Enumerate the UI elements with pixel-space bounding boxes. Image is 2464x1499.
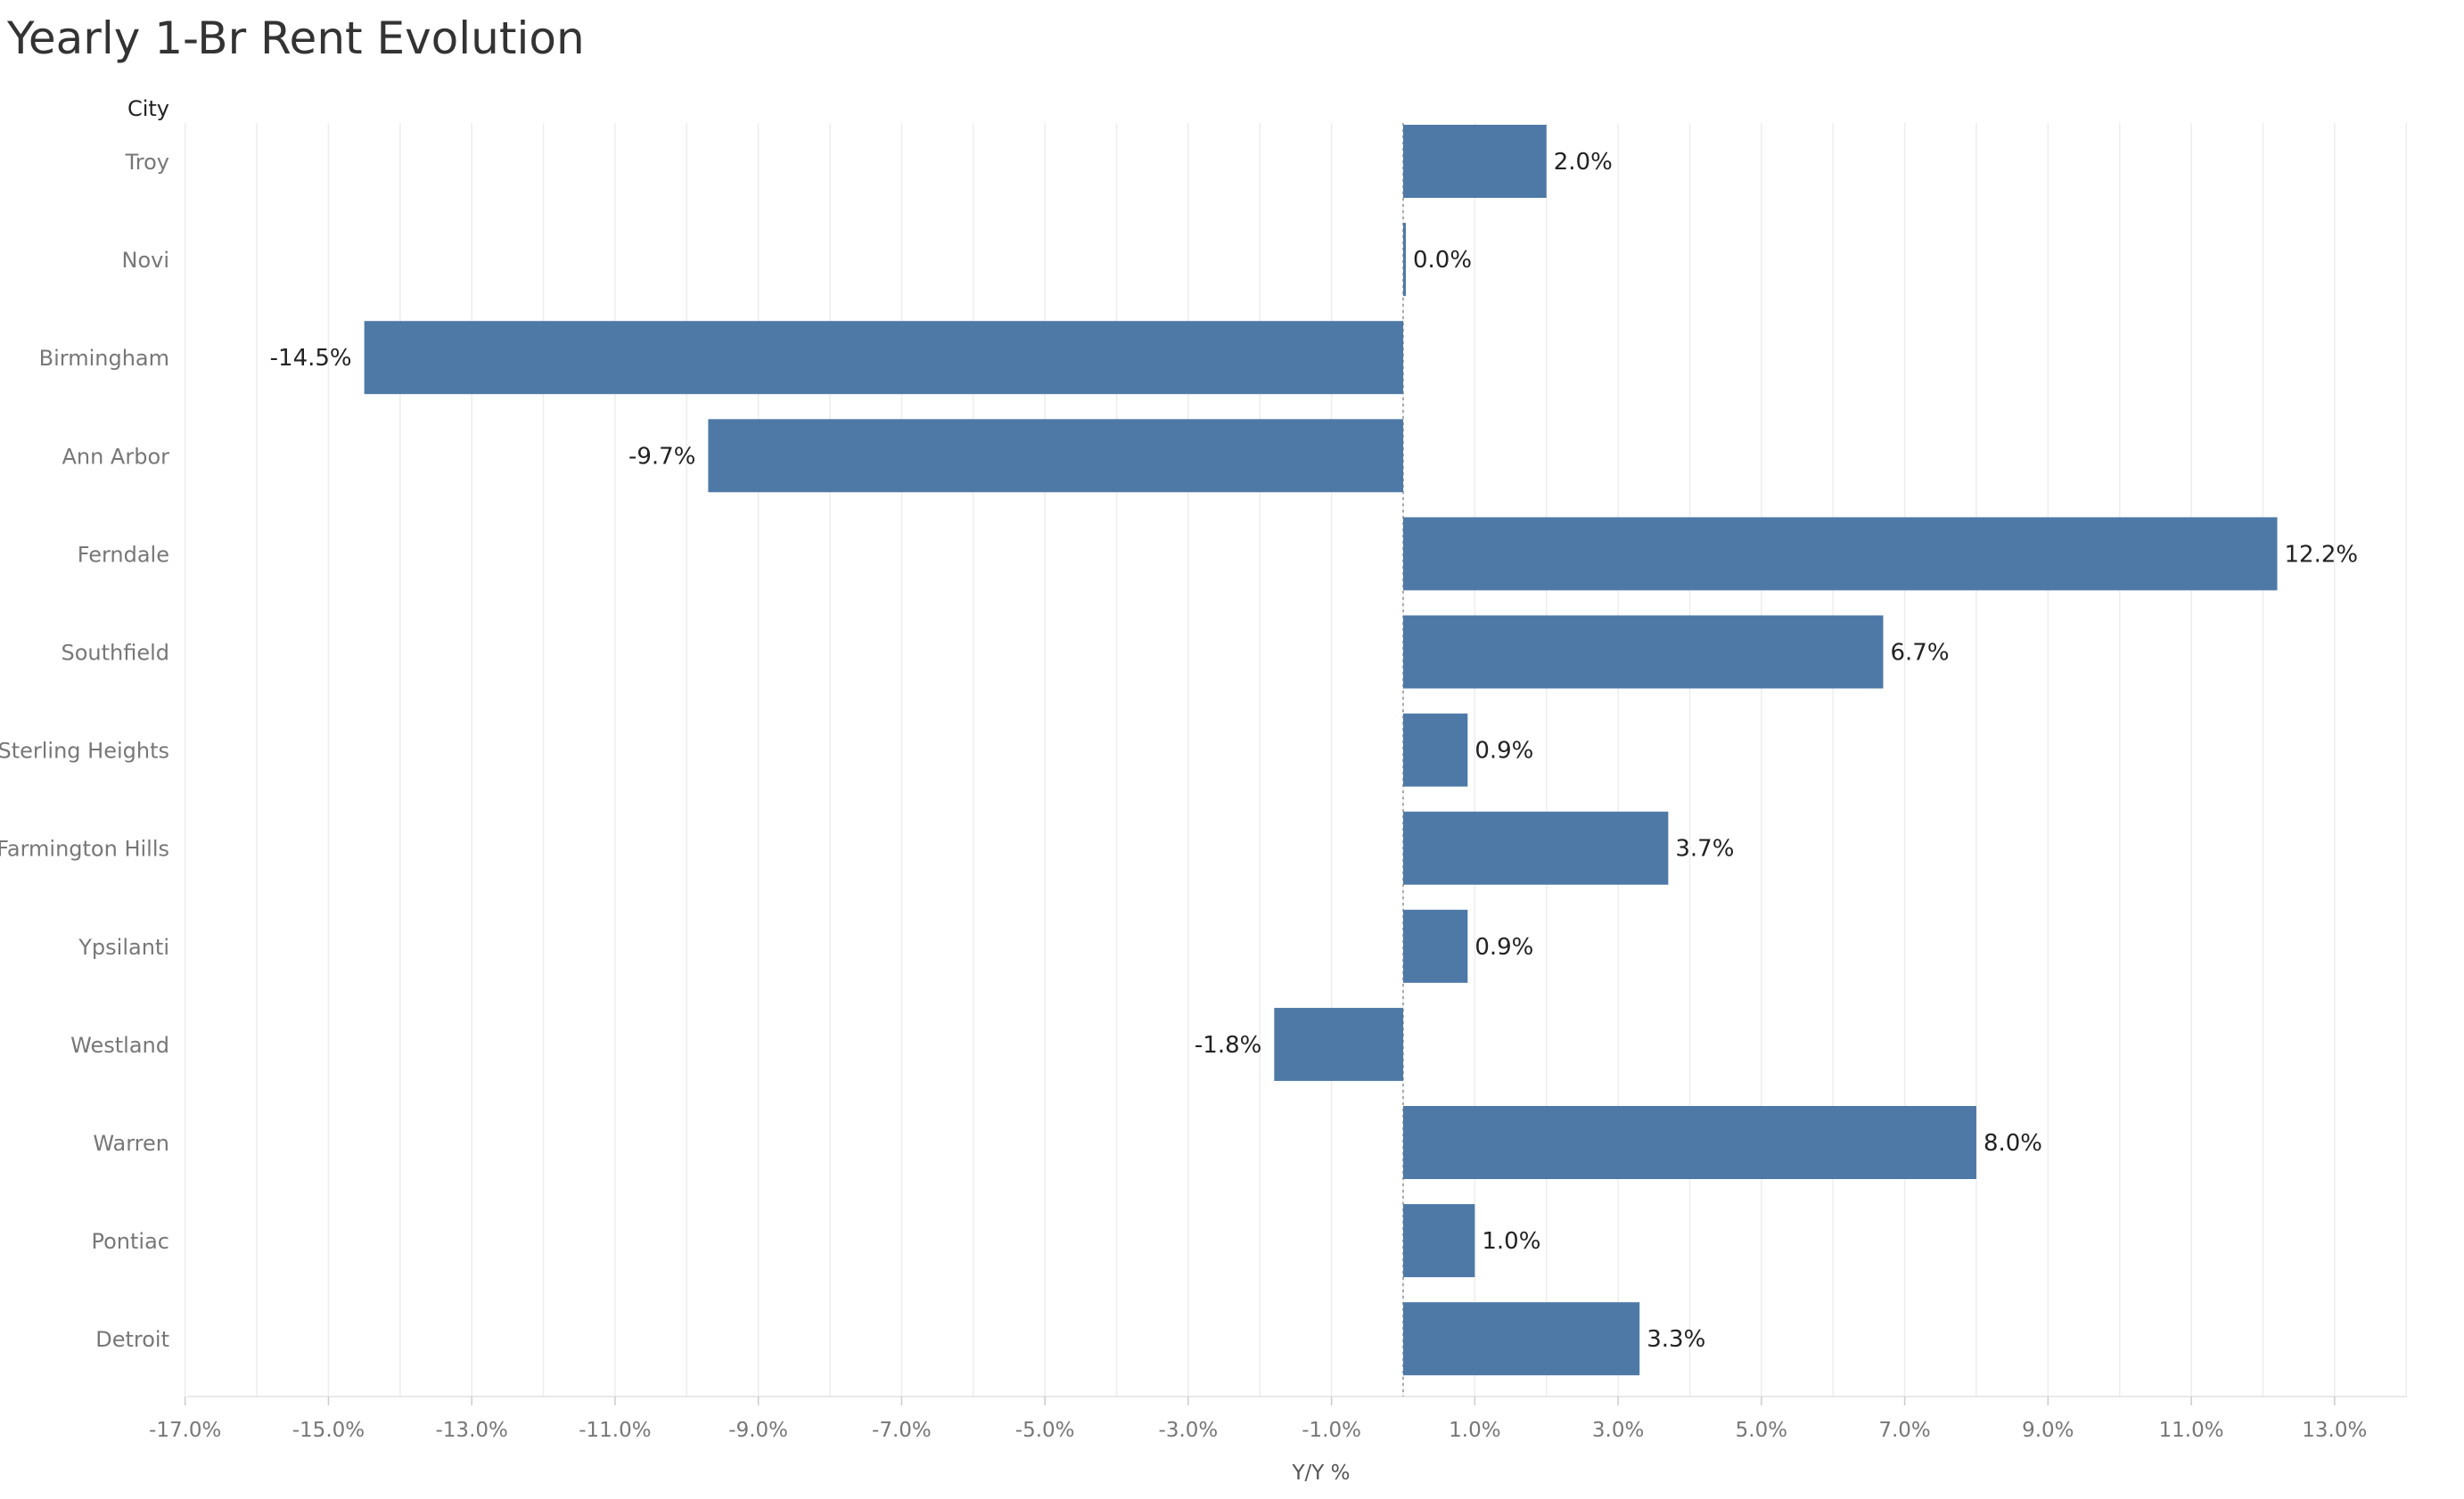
data-label: 8.0% bbox=[1984, 1130, 2042, 1157]
x-tick-label: 1.0% bbox=[1449, 1419, 1500, 1442]
data-label: 3.3% bbox=[1647, 1326, 1705, 1353]
x-tick-label: -3.0% bbox=[1159, 1419, 1219, 1442]
category-label: Ferndale bbox=[78, 542, 169, 567]
chart-title: Yearly 1-Br Rent Evolution bbox=[7, 12, 585, 64]
category-label: Pontiac bbox=[92, 1229, 170, 1254]
category-label: Troy bbox=[125, 150, 169, 175]
x-tick-label: -15.0% bbox=[292, 1419, 365, 1442]
x-tick-label: -17.0% bbox=[149, 1419, 221, 1442]
data-label: 1.0% bbox=[1482, 1228, 1540, 1255]
bar[interactable] bbox=[1403, 713, 1468, 787]
data-label: -14.5% bbox=[270, 345, 352, 372]
category-label: Ann Arbor bbox=[62, 444, 169, 469]
data-label: 3.7% bbox=[1675, 836, 1734, 863]
x-tick-label: 7.0% bbox=[1878, 1419, 1930, 1442]
category-label: Westland bbox=[70, 1033, 169, 1058]
x-tick-label: -11.0% bbox=[579, 1419, 651, 1442]
category-label: Birmingham bbox=[39, 346, 169, 371]
data-label: 2.0% bbox=[1554, 149, 1613, 176]
bar[interactable] bbox=[1403, 811, 1669, 885]
data-label: -1.8% bbox=[1195, 1032, 1261, 1059]
bar[interactable] bbox=[1403, 125, 1547, 198]
category-label: Warren bbox=[93, 1131, 169, 1156]
bar[interactable] bbox=[1403, 223, 1406, 297]
x-tick-label: 13.0% bbox=[2302, 1419, 2367, 1442]
bar[interactable] bbox=[1403, 1106, 1976, 1179]
x-tick-label: -5.0% bbox=[1015, 1419, 1075, 1442]
row-header: City bbox=[127, 96, 169, 121]
category-label: Sterling Heights bbox=[0, 739, 169, 764]
data-label: 0.9% bbox=[1474, 738, 1533, 765]
bar[interactable] bbox=[1403, 909, 1468, 983]
category-label: Ypsilanti bbox=[78, 935, 169, 960]
x-tick-label: 5.0% bbox=[1736, 1419, 1787, 1442]
data-label: 12.2% bbox=[2285, 541, 2359, 568]
x-tick-label: -13.0% bbox=[436, 1419, 508, 1442]
data-label: 6.7% bbox=[1890, 640, 1949, 667]
category-label: Southfield bbox=[61, 641, 169, 666]
data-label: 0.9% bbox=[1474, 934, 1533, 961]
bar[interactable] bbox=[364, 321, 1403, 395]
bar[interactable] bbox=[1403, 517, 2278, 591]
category-label: Detroit bbox=[95, 1327, 169, 1352]
bar[interactable] bbox=[1403, 1302, 1640, 1376]
x-tick-label: -9.0% bbox=[728, 1419, 788, 1442]
data-label: -9.7% bbox=[628, 443, 695, 470]
x-tick-label: 3.0% bbox=[1592, 1419, 1644, 1442]
bar[interactable] bbox=[1403, 615, 1884, 689]
x-tick-label: -7.0% bbox=[872, 1419, 932, 1442]
category-label: Farmington Hills bbox=[0, 837, 169, 862]
x-axis-title: Y/Y % bbox=[1291, 1462, 1350, 1485]
bar[interactable] bbox=[1403, 1204, 1475, 1278]
bar[interactable] bbox=[1274, 1007, 1403, 1081]
bar[interactable] bbox=[708, 419, 1403, 493]
x-tick-label: 9.0% bbox=[2022, 1419, 2074, 1442]
category-label: Novi bbox=[121, 248, 169, 273]
x-tick-label: -1.0% bbox=[1302, 1419, 1361, 1442]
data-label: 0.0% bbox=[1413, 247, 1472, 274]
x-tick-label: 11.0% bbox=[2159, 1419, 2224, 1442]
